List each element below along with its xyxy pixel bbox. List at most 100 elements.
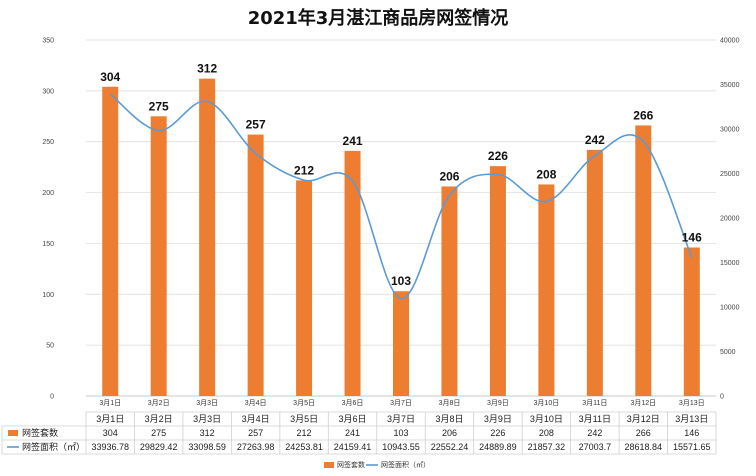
table-header-cell: 3月6日 — [339, 414, 367, 424]
y-right-tick-label: 35000 — [720, 82, 740, 89]
table-header-cell: 3月9日 — [484, 414, 512, 424]
y-right-tick-label: 10000 — [720, 305, 740, 312]
y-right-tick-label: 25000 — [720, 171, 740, 178]
bar-data-label: 103 — [391, 274, 411, 288]
table-cell: 33936.78 — [91, 442, 129, 452]
legend-bar-key — [324, 462, 334, 468]
table-cell: 27003.7 — [579, 442, 612, 452]
y-right-tick-label: 0 — [720, 394, 724, 401]
y-right-tick-label: 5000 — [720, 349, 736, 356]
table-header-cell: 3月13日 — [675, 414, 708, 424]
table-cell: 15571.65 — [673, 442, 711, 452]
table-header-cell: 3月3日 — [193, 414, 221, 424]
x-tick-label: 3月3日 — [196, 399, 218, 407]
bar-data-label: 266 — [633, 108, 653, 122]
y-left-tick-label: 50 — [46, 343, 54, 350]
table-cell: 24253.81 — [285, 442, 323, 452]
table-cell: 103 — [393, 428, 408, 438]
y-right-tick-label: 40000 — [720, 38, 740, 45]
x-tick-label: 3月1日 — [99, 399, 121, 407]
legend-label: 网签面积（㎡） — [381, 460, 430, 469]
table-cell: 27263.98 — [237, 442, 275, 452]
bar-data-label: 226 — [488, 149, 508, 163]
table-header-cell: 3月2日 — [145, 414, 173, 424]
bar — [344, 150, 361, 396]
table-cell: 24889.89 — [479, 442, 517, 452]
bar-data-label: 206 — [439, 169, 459, 183]
x-tick-label: 3月12日 — [630, 399, 656, 407]
bar — [538, 184, 555, 396]
bar — [489, 166, 506, 396]
table-header-cell: 3月1日 — [96, 414, 124, 424]
bar — [199, 78, 216, 396]
y-left-tick-label: 300 — [42, 88, 54, 95]
bar-data-label: 242 — [585, 133, 605, 147]
table-bar-key — [8, 430, 18, 436]
chart-title: 2021年3月湛江商品房网签情况 — [248, 7, 509, 29]
line-path — [109, 93, 693, 300]
y-left-tick-label: 0 — [50, 394, 54, 401]
bar — [247, 134, 264, 396]
y-left-tick-label: 150 — [42, 241, 54, 248]
bar-data-label: 241 — [343, 134, 363, 148]
table-cell: 212 — [297, 428, 312, 438]
bar-data-label: 257 — [246, 118, 266, 132]
table-cell: 275 — [151, 428, 166, 438]
table-cell: 21857.32 — [528, 442, 566, 452]
y-left-tick-label: 350 — [42, 38, 54, 45]
y-right-tick-label: 30000 — [720, 127, 740, 134]
bar — [393, 291, 409, 396]
bar — [296, 180, 313, 396]
table-cell: 266 — [636, 428, 651, 438]
table-header-cell: 3月8日 — [435, 414, 463, 424]
bar — [150, 116, 167, 397]
table-cell: 146 — [684, 428, 699, 438]
y-left-tick-label: 200 — [42, 190, 54, 197]
table-cell: 242 — [587, 428, 602, 438]
table-cell: 29829.42 — [140, 442, 178, 452]
x-tick-label: 3月11日 — [582, 399, 607, 407]
x-tick-label: 3月2日 — [148, 399, 170, 407]
table-cell: 206 — [442, 428, 457, 438]
legend-label: 网签套数 — [337, 460, 365, 469]
x-tick-label: 3月7日 — [390, 399, 412, 407]
legend: 网签套数 网签面积（㎡） — [324, 460, 430, 469]
table-cell: 226 — [490, 428, 505, 438]
line-series — [109, 93, 693, 300]
table-header-cell: 3月12日 — [627, 414, 660, 424]
bar — [441, 186, 458, 396]
y-right-tick-label: 15000 — [720, 260, 740, 267]
bar — [683, 247, 700, 396]
table-cell: 10943.55 — [382, 442, 420, 452]
x-tick-label: 3月4日 — [245, 399, 267, 407]
table-cell: 24159.41 — [334, 442, 372, 452]
table-cell: 312 — [200, 428, 215, 438]
data-labels: 304 275 312 257 212 241 103 206 226 208 242 266 146 — [100, 62, 702, 289]
bar — [102, 86, 119, 396]
table-cell: 22552.24 — [431, 442, 469, 452]
bar-data-label: 146 — [682, 230, 702, 244]
axes: 0 50 100 150 200 250 300 350 0 5000 10000 15000 2000… — [42, 38, 739, 408]
table-cell: 28618.84 — [625, 442, 663, 452]
y-right-tick-label: 20000 — [720, 216, 740, 223]
x-tick-label: 3月10日 — [534, 399, 560, 407]
bar — [586, 149, 603, 396]
table-cell: 208 — [539, 428, 554, 438]
table-header-cell: 3月10日 — [530, 414, 563, 424]
table-cell: 304 — [103, 428, 118, 438]
table-cell: 33098.59 — [188, 442, 226, 452]
table-row-header: 网签套数 — [22, 427, 58, 439]
table-row-header: 网签面积（㎡） — [22, 441, 85, 453]
table-header-cell: 3月5日 — [290, 414, 318, 424]
x-tick-label: 3月8日 — [439, 399, 461, 407]
y-left-tick-label: 250 — [42, 139, 54, 146]
y-left-tick-label: 100 — [42, 292, 54, 299]
x-tick-label: 3月5日 — [293, 399, 315, 407]
data-table: 3月1日 3月2日 3月3日 3月4日 3月5日 3月6日 3月7日 3月8日 3月9日 3月10… — [1, 411, 717, 455]
bar-data-label: 304 — [100, 70, 120, 84]
bar-series — [102, 78, 700, 397]
x-tick-label: 3月6日 — [342, 399, 364, 407]
table-header-cell: 3月4日 — [242, 414, 270, 424]
